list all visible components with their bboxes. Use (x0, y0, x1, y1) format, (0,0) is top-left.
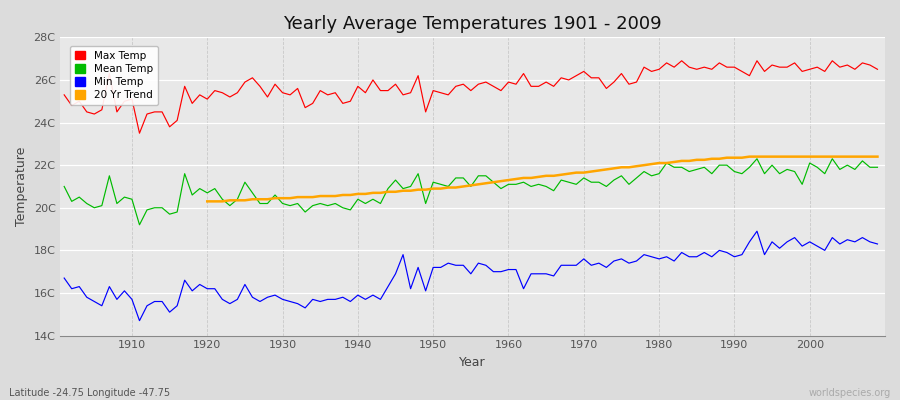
Text: Latitude -24.75 Longitude -47.75: Latitude -24.75 Longitude -47.75 (9, 388, 170, 398)
Y-axis label: Temperature: Temperature (15, 147, 28, 226)
X-axis label: Year: Year (459, 356, 486, 369)
Text: worldspecies.org: worldspecies.org (809, 388, 891, 398)
Title: Yearly Average Temperatures 1901 - 2009: Yearly Average Temperatures 1901 - 2009 (284, 15, 662, 33)
Legend: Max Temp, Mean Temp, Min Temp, 20 Yr Trend: Max Temp, Mean Temp, Min Temp, 20 Yr Tre… (69, 46, 158, 105)
